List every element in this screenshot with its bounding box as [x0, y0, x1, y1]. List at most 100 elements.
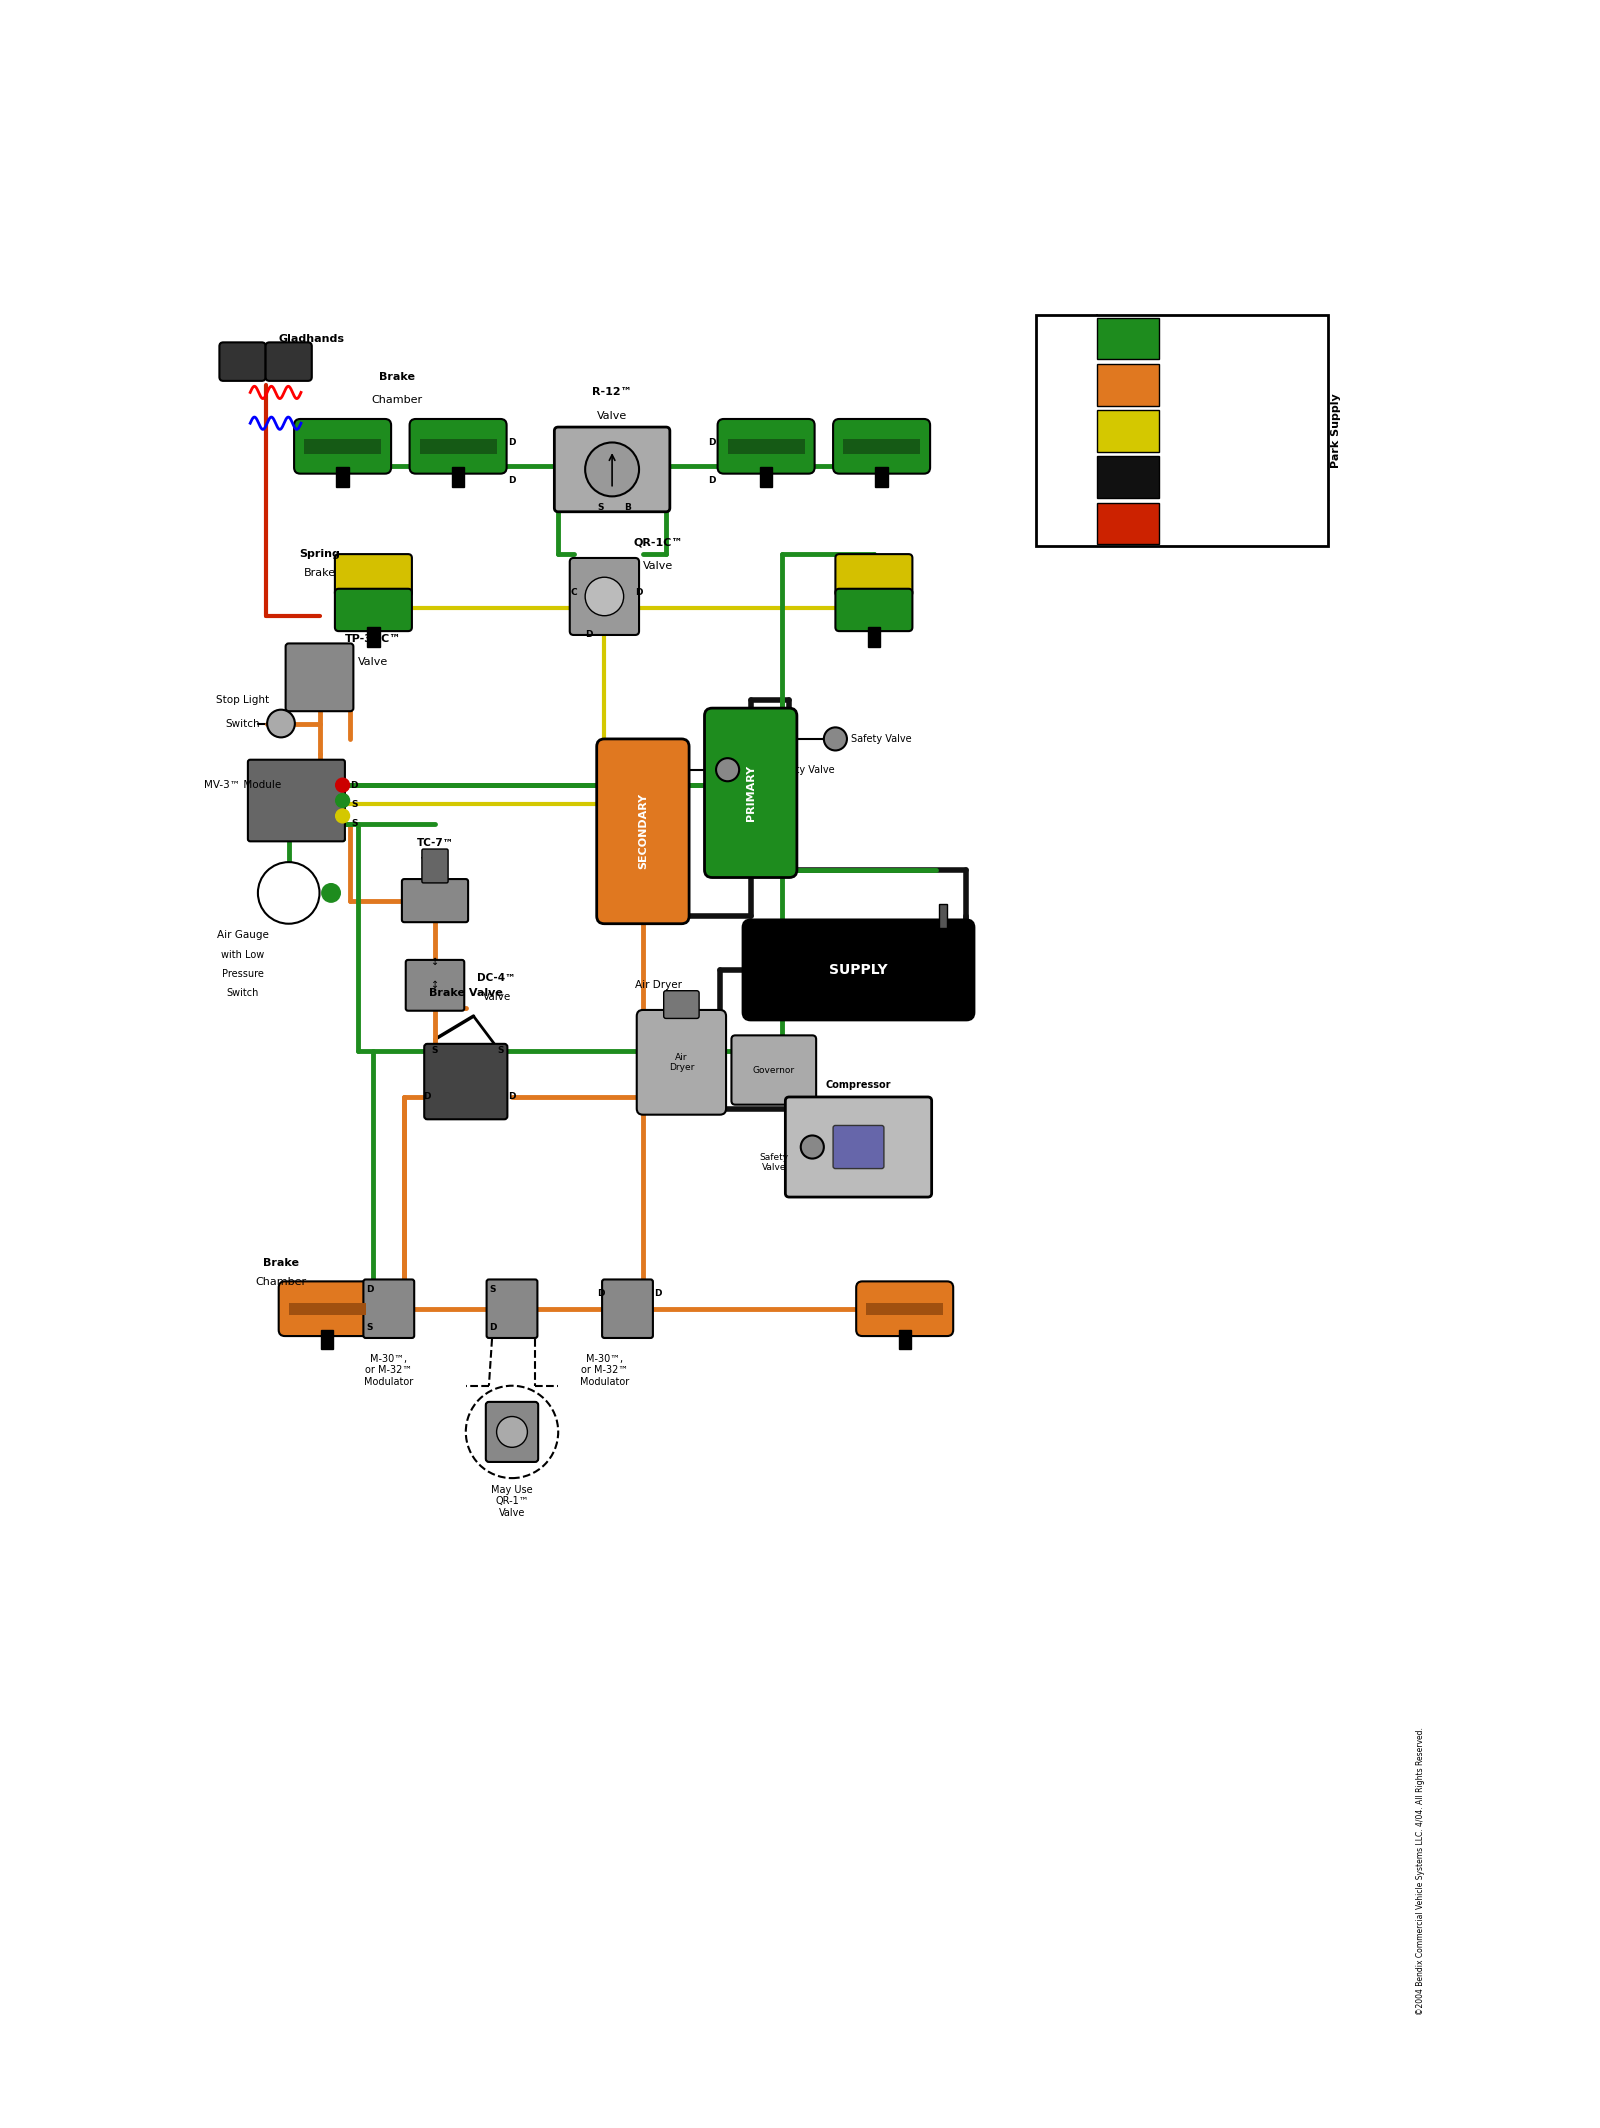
Bar	[304, 438, 381, 453]
Text: D: D	[509, 438, 515, 447]
Text: Spring: Spring	[299, 549, 339, 560]
Circle shape	[336, 779, 349, 792]
Text: ©2004 Bendix Commercial Vehicle Systems LLC. 4/04. All Rights Reserved.: ©2004 Bendix Commercial Vehicle Systems …	[1416, 1728, 1426, 2015]
Text: CIRCUIT LEGEND: CIRCUIT LEGEND	[1059, 372, 1074, 489]
Bar	[451, 468, 464, 487]
FancyBboxPatch shape	[219, 343, 266, 381]
FancyBboxPatch shape	[717, 419, 814, 475]
Text: Air Gauge: Air Gauge	[216, 930, 269, 941]
Text: S: S	[350, 800, 357, 809]
FancyBboxPatch shape	[334, 589, 411, 632]
Text: TP-3DC™: TP-3DC™	[346, 634, 402, 645]
Text: D: D	[424, 1092, 430, 1102]
Text: Compressor: Compressor	[826, 1081, 891, 1090]
Text: Safety Valve: Safety Valve	[851, 734, 912, 745]
Text: Valve: Valve	[421, 858, 450, 866]
Text: Governor: Governor	[752, 1066, 795, 1075]
Text: S: S	[366, 1324, 373, 1332]
FancyBboxPatch shape	[835, 589, 912, 632]
FancyBboxPatch shape	[664, 992, 699, 1019]
Bar	[728, 438, 805, 453]
Circle shape	[322, 883, 341, 902]
Bar	[875, 468, 888, 487]
Bar	[1098, 364, 1158, 406]
Bar	[368, 628, 379, 647]
Bar	[867, 628, 880, 647]
Text: Pressure: Pressure	[221, 968, 264, 979]
Text: D: D	[654, 1290, 662, 1298]
Text: QR-1C™: QR-1C™	[634, 538, 683, 547]
Text: D: D	[709, 438, 715, 447]
FancyBboxPatch shape	[402, 879, 469, 921]
Text: M-30™,
or M-32™
Modulator: M-30™, or M-32™ Modulator	[365, 1353, 413, 1387]
Bar	[336, 468, 349, 487]
FancyBboxPatch shape	[602, 1279, 653, 1339]
FancyBboxPatch shape	[294, 419, 390, 475]
Text: Secondary: Secondary	[1203, 398, 1214, 464]
Circle shape	[800, 1136, 824, 1158]
FancyBboxPatch shape	[570, 558, 638, 634]
FancyBboxPatch shape	[742, 919, 974, 1019]
Bar	[1035, 315, 1328, 547]
Bar	[1098, 502, 1158, 545]
Text: PRIMARY: PRIMARY	[746, 764, 755, 821]
Bar	[939, 904, 947, 928]
Text: D: D	[490, 1324, 496, 1332]
Text: S: S	[490, 1285, 496, 1294]
Text: MV-3™ Module: MV-3™ Module	[203, 781, 282, 789]
FancyBboxPatch shape	[422, 849, 448, 883]
FancyBboxPatch shape	[486, 1279, 538, 1339]
Text: D: D	[366, 1285, 373, 1294]
FancyBboxPatch shape	[266, 343, 312, 381]
Circle shape	[586, 577, 624, 615]
Text: D: D	[709, 477, 715, 485]
Text: S: S	[597, 504, 603, 513]
Bar	[288, 1302, 366, 1315]
Text: D: D	[597, 1290, 605, 1298]
Text: Air
Dryer: Air Dryer	[669, 1053, 694, 1073]
Text: Chamber: Chamber	[256, 1277, 307, 1287]
FancyBboxPatch shape	[406, 960, 464, 1011]
Bar	[1098, 455, 1158, 498]
FancyBboxPatch shape	[278, 1281, 376, 1336]
Text: DC-4™: DC-4™	[477, 972, 515, 983]
Text: ↕: ↕	[430, 981, 438, 990]
FancyBboxPatch shape	[286, 643, 354, 711]
Text: Park Supply: Park Supply	[1331, 394, 1341, 468]
FancyBboxPatch shape	[410, 419, 507, 475]
Text: M-30™,
or M-32™
Modulator: M-30™, or M-32™ Modulator	[579, 1353, 629, 1387]
Text: D: D	[586, 630, 592, 641]
FancyBboxPatch shape	[554, 428, 670, 511]
Text: D: D	[350, 781, 358, 789]
Text: Bendix: Bendix	[843, 1143, 874, 1151]
Text: Primary: Primary	[1162, 406, 1171, 455]
FancyBboxPatch shape	[424, 1045, 507, 1119]
Text: Parking: Parking	[1246, 406, 1256, 455]
FancyBboxPatch shape	[834, 1126, 883, 1168]
Text: Brake Valve: Brake Valve	[429, 987, 502, 998]
Circle shape	[258, 862, 320, 924]
Circle shape	[824, 728, 846, 751]
Text: ↕: ↕	[430, 958, 438, 968]
Text: Valve: Valve	[358, 658, 389, 666]
Bar	[866, 1302, 944, 1315]
Text: Brake: Brake	[262, 1258, 299, 1268]
Text: Chamber: Chamber	[371, 396, 422, 404]
Circle shape	[496, 1417, 528, 1447]
Text: S: S	[350, 819, 357, 828]
Text: D: D	[509, 1092, 515, 1102]
Text: D: D	[509, 477, 515, 485]
Text: S: S	[498, 1047, 504, 1055]
Text: Valve: Valve	[597, 411, 627, 421]
FancyBboxPatch shape	[834, 419, 930, 475]
Text: Switch: Switch	[226, 719, 259, 728]
Circle shape	[336, 809, 349, 824]
Text: R-12™: R-12™	[592, 387, 632, 398]
Bar	[760, 468, 773, 487]
Text: S: S	[432, 1047, 438, 1055]
Text: SECONDARY: SECONDARY	[638, 794, 648, 870]
FancyBboxPatch shape	[486, 1402, 538, 1462]
Text: D: D	[635, 587, 643, 598]
Text: Charging: Charging	[1288, 402, 1299, 460]
Circle shape	[267, 709, 294, 738]
